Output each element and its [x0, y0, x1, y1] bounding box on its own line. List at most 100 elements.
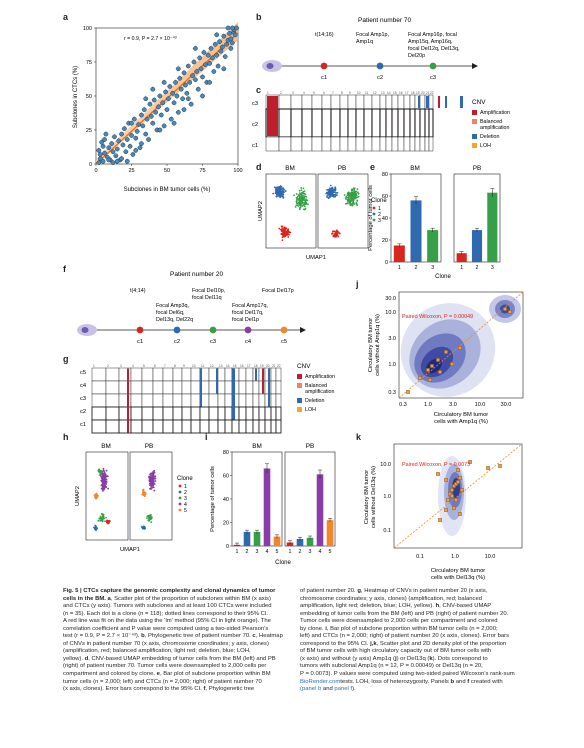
scatter-point	[185, 63, 191, 69]
svg-text:Focal Amp3q,: Focal Amp3q,	[156, 303, 189, 309]
caption-line: A red line was fit on the data using the…	[63, 618, 271, 625]
tick-label: 25	[128, 168, 134, 174]
scatter-point	[157, 127, 163, 133]
scatter-point	[131, 116, 137, 122]
svg-text:Circulatory BM tumor: Circulatory BM tumor	[364, 470, 370, 525]
svg-text:9: 9	[183, 364, 185, 368]
scatter-point	[124, 158, 130, 164]
scatter-point	[418, 376, 422, 380]
svg-text:c1: c1	[80, 422, 86, 428]
scatter-point	[183, 82, 188, 88]
svg-text:1: 1	[184, 484, 187, 490]
caption-line: yellow). d, CNV-based UMAP embedding of …	[63, 655, 276, 662]
legend-swatch	[297, 407, 302, 412]
svg-text:12: 12	[373, 91, 377, 95]
caption-line: (amplification, red; balanced amplificat…	[63, 648, 251, 655]
category-label: 1	[460, 265, 463, 271]
svg-text:UMAP1: UMAP1	[120, 547, 140, 553]
tick-label: 40	[382, 216, 388, 222]
category-label: 2	[415, 265, 418, 271]
scatter-point	[160, 100, 166, 106]
scatter-point	[137, 145, 143, 151]
svg-text:Clone: Clone	[275, 560, 291, 566]
svg-text:7: 7	[164, 364, 166, 368]
svg-text:BM: BM	[410, 165, 420, 172]
svg-text:c1: c1	[321, 75, 327, 81]
scatter-point	[153, 109, 158, 115]
scatter-point	[96, 160, 102, 165]
bar	[296, 538, 304, 546]
panel-letter-d: d	[256, 162, 262, 172]
scatter-point	[150, 120, 156, 126]
svg-text:17: 17	[405, 91, 409, 95]
scatter-point	[468, 460, 472, 464]
svg-text:BM: BM	[252, 443, 262, 450]
tick-label: 60	[382, 194, 388, 200]
category-label: 5	[276, 549, 279, 555]
tick-label: 100	[83, 26, 92, 32]
svg-text:c2: c2	[377, 75, 383, 81]
scatter-point	[214, 52, 220, 58]
scatter-point	[454, 498, 458, 502]
svg-text:focal Del1p: focal Del1p	[232, 317, 259, 323]
svg-text:10: 10	[357, 91, 361, 95]
tick-label: 10.0	[380, 462, 391, 468]
svg-text:11: 11	[201, 364, 205, 368]
category-label: 1	[236, 549, 239, 555]
scatter-point	[448, 492, 452, 496]
category-label: 3	[309, 549, 312, 555]
svg-text:c5: c5	[281, 339, 287, 345]
svg-text:19: 19	[260, 364, 264, 368]
panel-letter-j: j	[355, 279, 359, 289]
scatter-point	[184, 90, 190, 96]
svg-text:5: 5	[184, 508, 187, 514]
legend-label: Deletion	[305, 398, 324, 404]
scatter-point	[143, 131, 149, 137]
scatter-point	[181, 70, 187, 76]
svg-text:Paired Wilcoxon, P = 0.0073: Paired Wilcoxon, P = 0.0073	[402, 462, 470, 468]
scatter-point	[450, 494, 454, 498]
tick-label: 30.0	[501, 402, 512, 408]
scatter-point	[171, 100, 177, 106]
bar	[487, 192, 498, 262]
caption-left: Fig. 5 | CTCs capture the genomic comple…	[63, 588, 293, 694]
legend-label: Balanced	[480, 119, 502, 125]
scatter-point	[211, 69, 217, 74]
scatter-point	[168, 116, 174, 122]
scatter-point	[208, 46, 214, 51]
tick-label: 60	[223, 474, 229, 480]
scatter-point	[129, 133, 134, 138]
scatter-point	[212, 41, 218, 47]
svg-text:c2: c2	[174, 339, 180, 345]
panel-letter-e: e	[370, 162, 375, 172]
svg-text:PB: PB	[145, 443, 154, 450]
panel-f-phylotree: Patient number 20 c1 c2 c3 c4 c5 t(4;14) Foc…	[77, 271, 306, 345]
scatter-point	[200, 74, 205, 80]
scatter-point	[176, 66, 181, 72]
svg-text:20: 20	[266, 364, 270, 368]
bar	[456, 253, 467, 262]
svg-text:7: 7	[332, 91, 334, 95]
scatter-point	[508, 310, 512, 314]
scatter-point	[140, 123, 146, 129]
caption-line: Tumor cells were downsampled to 2,000 ce…	[300, 618, 498, 625]
scatter-point	[503, 307, 507, 311]
scatter-point	[134, 129, 140, 134]
scatter-point	[181, 107, 187, 112]
svg-text:1: 1	[93, 364, 95, 368]
svg-text:PB: PB	[338, 165, 347, 172]
svg-text:Clone: Clone	[177, 476, 193, 482]
svg-text:cells without Del13q (%): cells without Del13q (%)	[371, 466, 377, 528]
svg-text:PB: PB	[306, 443, 315, 450]
scatter-point	[406, 390, 410, 394]
panel-k-density: Paired Wilcoxon, P = 0.0073 0.1 1.0 10.0 0.…	[364, 443, 523, 581]
scatter-point	[436, 358, 440, 362]
legend-label: amplification	[480, 125, 509, 131]
bar	[410, 200, 422, 262]
caption-line: test (r = 0.9, P = 2.7 × 10⁻⁴³). b, Phyl…	[63, 633, 283, 640]
tick-label: 75	[199, 168, 205, 174]
category-label: 1	[289, 549, 292, 555]
svg-text:Paired Wilcoxon, P = 0.00049: Paired Wilcoxon, P = 0.00049	[402, 314, 473, 320]
svg-text:t(4;14): t(4;14)	[130, 288, 146, 294]
scatter-point	[180, 96, 185, 102]
